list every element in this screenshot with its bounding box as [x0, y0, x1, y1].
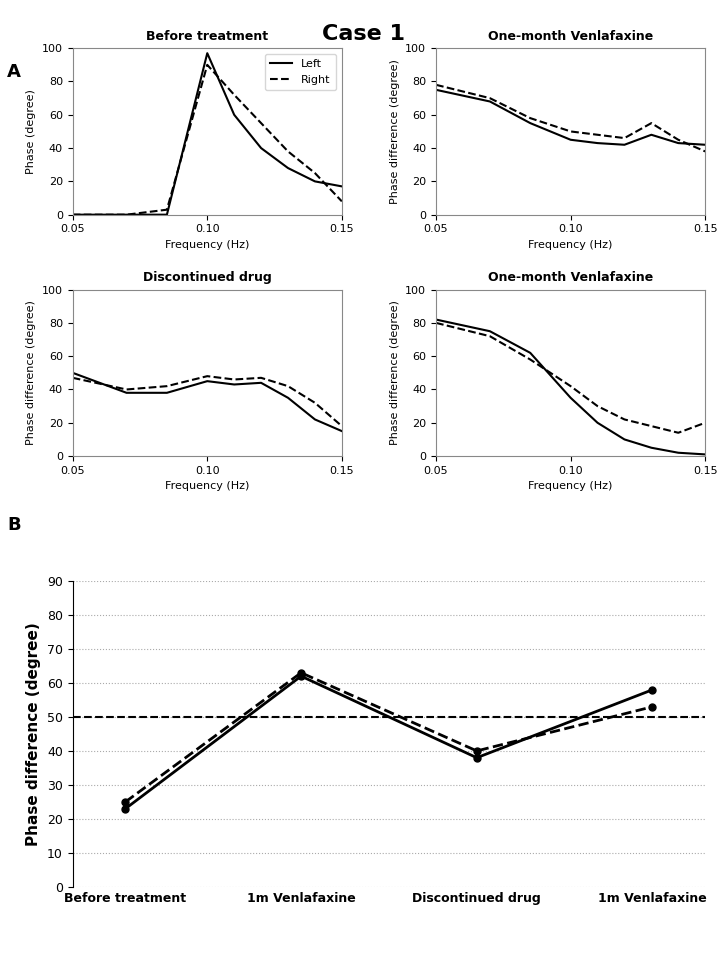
Right — [203, 59, 212, 70]
Left — [593, 417, 602, 429]
Left — [486, 326, 494, 337]
Right — [486, 93, 494, 104]
Right — [566, 125, 575, 137]
Left — [593, 137, 602, 148]
Y-axis label: Phase difference (degree): Phase difference (degree) — [390, 59, 400, 203]
Right — [526, 354, 534, 365]
Right — [674, 427, 683, 439]
Left — [203, 375, 212, 387]
Left — [122, 387, 131, 398]
Left — [620, 139, 629, 150]
Line: Right: Right — [436, 323, 705, 433]
Left — [68, 209, 77, 221]
Left — [701, 139, 710, 150]
Left — [566, 392, 575, 404]
Right — [257, 118, 265, 129]
Text: B: B — [7, 516, 21, 534]
Right — [284, 381, 292, 392]
Right — [486, 331, 494, 342]
Left — [230, 379, 238, 390]
Right — [68, 372, 77, 384]
Title: One-month Venlafaxine: One-month Venlafaxine — [488, 271, 654, 284]
Line: Left: Left — [73, 373, 342, 431]
Line: Right: Right — [73, 376, 342, 426]
Right — [432, 79, 441, 91]
Left — [122, 209, 131, 221]
Line: Left: Left — [436, 90, 705, 145]
Right — [620, 414, 629, 425]
Right — [593, 400, 602, 412]
Left — [432, 313, 441, 325]
Left — [432, 84, 441, 95]
Right — [526, 113, 534, 124]
Left — [674, 137, 683, 148]
Left — [566, 134, 575, 146]
Right — [68, 209, 77, 221]
Left — [647, 442, 656, 453]
Right — [647, 118, 656, 129]
Right — [163, 204, 172, 216]
Right — [566, 381, 575, 392]
Left — [163, 209, 172, 221]
Text: A: A — [7, 63, 21, 81]
Right — [337, 420, 346, 432]
Legend: Left, Right: Left, Right — [265, 54, 337, 91]
Title: One-month Venlafaxine: One-month Venlafaxine — [488, 30, 654, 42]
Left — [647, 129, 656, 141]
Right — [647, 420, 656, 432]
Left — [68, 367, 77, 379]
Right — [701, 417, 710, 429]
Left — [337, 425, 346, 437]
Right — [701, 146, 710, 157]
Right — [432, 317, 441, 329]
X-axis label: Frequency (Hz): Frequency (Hz) — [529, 240, 613, 250]
Right — [257, 372, 265, 384]
Left — [486, 95, 494, 107]
Left — [230, 109, 238, 120]
Left — [163, 387, 172, 398]
Title: Discontinued drug: Discontinued drug — [143, 271, 272, 284]
Right — [620, 132, 629, 144]
Left — [526, 118, 534, 129]
Left — [620, 434, 629, 445]
Left — [526, 347, 534, 359]
Text: Case 1: Case 1 — [322, 24, 405, 44]
Right — [284, 146, 292, 157]
Right — [310, 168, 319, 179]
Line: Left: Left — [73, 53, 342, 215]
X-axis label: Frequency (Hz): Frequency (Hz) — [165, 481, 249, 492]
Right — [203, 370, 212, 382]
X-axis label: Frequency (Hz): Frequency (Hz) — [165, 240, 249, 250]
Right — [310, 397, 319, 409]
Left — [257, 377, 265, 388]
Y-axis label: Phase difference (degree): Phase difference (degree) — [390, 301, 400, 445]
X-axis label: Frequency (Hz): Frequency (Hz) — [529, 481, 613, 492]
Right — [230, 89, 238, 100]
Left — [284, 162, 292, 174]
Y-axis label: Phase difference (degree): Phase difference (degree) — [26, 622, 41, 845]
Left — [257, 143, 265, 154]
Left — [310, 175, 319, 187]
Y-axis label: Phase difference (degree): Phase difference (degree) — [26, 301, 36, 445]
Right — [122, 209, 131, 221]
Left — [337, 180, 346, 192]
Left — [674, 447, 683, 459]
Right — [674, 134, 683, 146]
Right — [230, 374, 238, 386]
Right — [337, 196, 346, 207]
Left — [203, 47, 212, 59]
Line: Left: Left — [436, 319, 705, 454]
Line: Right: Right — [73, 65, 342, 215]
Line: Right: Right — [436, 85, 705, 151]
Y-axis label: Phase (degree): Phase (degree) — [26, 89, 36, 174]
Left — [310, 414, 319, 425]
Right — [593, 129, 602, 141]
Left — [284, 392, 292, 404]
Right — [163, 381, 172, 392]
Right — [122, 384, 131, 395]
Left — [701, 448, 710, 460]
Title: Before treatment: Before treatment — [146, 30, 268, 42]
